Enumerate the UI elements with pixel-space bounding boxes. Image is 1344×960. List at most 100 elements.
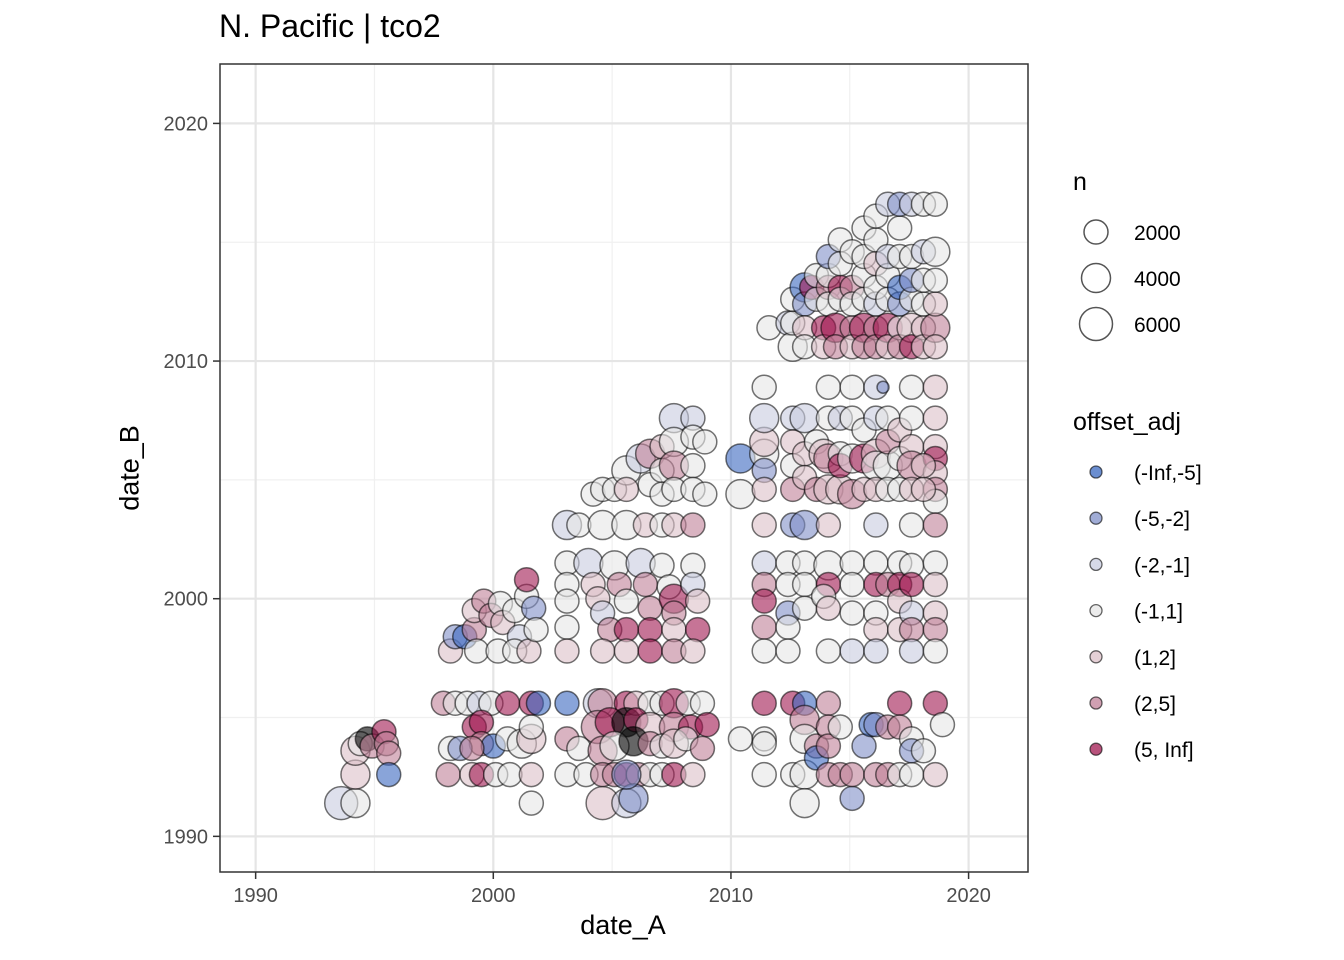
data-point: [751, 374, 777, 400]
data-point: [727, 726, 754, 752]
data-point: [684, 588, 711, 614]
data-point: [649, 552, 675, 579]
data-point: [751, 730, 777, 757]
data-point: [554, 614, 580, 640]
data-point: [613, 476, 640, 503]
color-legend-key: [1089, 603, 1103, 618]
data-point: [518, 761, 545, 788]
data-point: [375, 740, 402, 766]
y-tick-label: 1990: [164, 826, 209, 848]
data-point: [898, 512, 925, 538]
chart-title: N. Pacific | tco2: [219, 8, 441, 44]
data-point: [523, 616, 549, 643]
data-point: [554, 588, 580, 614]
data-point: [751, 512, 777, 538]
data-point: [839, 374, 865, 400]
data-point: [886, 215, 913, 241]
size-legend-key: [1083, 219, 1109, 245]
plot-border: [219, 63, 1029, 873]
data-point: [839, 571, 865, 598]
data-point: [922, 405, 949, 431]
data-point: [751, 550, 777, 576]
data-point: [815, 512, 842, 538]
data-point: [751, 638, 777, 664]
data-point: [775, 614, 801, 640]
data-point: [922, 761, 949, 788]
data-point: [876, 380, 890, 394]
data-point: [910, 452, 937, 479]
color-legend-key: [1089, 511, 1103, 525]
size-legend-key: [1078, 306, 1114, 342]
data-point: [775, 638, 801, 664]
data-point: [815, 595, 842, 621]
data-point: [589, 638, 616, 664]
data-point: [922, 334, 949, 360]
data-point: [692, 481, 718, 507]
data-point: [910, 738, 937, 764]
data-point: [898, 616, 925, 643]
data-point: [637, 616, 663, 643]
data-point: [748, 402, 780, 434]
data-point: [920, 236, 951, 267]
data-point: [922, 616, 949, 643]
color-legend-key: [1089, 742, 1103, 756]
x-tick-label: 1990: [233, 885, 278, 907]
data-point: [340, 787, 371, 819]
color-legend-label: (5, Inf]: [1134, 739, 1194, 762]
data-point: [725, 478, 756, 510]
data-point: [520, 595, 547, 621]
data-point: [791, 550, 818, 576]
data-point: [375, 761, 402, 788]
data-point: [680, 452, 706, 479]
data-point: [518, 714, 545, 740]
data-point: [898, 761, 925, 788]
size-legend-label: 6000: [1134, 314, 1181, 337]
data-point: [839, 785, 865, 812]
x-tick-label: 2020: [946, 885, 991, 907]
data-point: [827, 714, 854, 740]
data-point: [613, 588, 640, 614]
data-point: [463, 638, 490, 664]
data-point: [680, 761, 706, 788]
data-point: [789, 787, 820, 819]
size-legend-key: [1080, 262, 1112, 294]
data-point: [863, 638, 889, 664]
x-tick-label: 2010: [709, 885, 754, 907]
data-point: [751, 614, 777, 640]
data-point: [863, 512, 889, 538]
color-legend-label: (-2,-1]: [1134, 554, 1190, 577]
data-point: [684, 616, 711, 643]
size-legend-title: n: [1073, 168, 1087, 196]
data-point: [637, 595, 663, 621]
data-point: [922, 512, 949, 538]
data-point: [898, 405, 925, 431]
data-point: [815, 733, 842, 759]
data-point: [886, 690, 913, 717]
data-point: [566, 735, 592, 762]
data-point: [513, 566, 540, 593]
data-point: [525, 690, 552, 717]
data-point: [751, 761, 777, 788]
data-point: [497, 761, 523, 788]
data-point: [922, 291, 949, 317]
data-point: [689, 690, 716, 717]
data-point: [613, 638, 640, 664]
color-legend-key: [1089, 557, 1103, 572]
data-point: [751, 588, 777, 614]
data-point: [815, 690, 842, 717]
color-legend-key: [1089, 465, 1103, 479]
y-tick-label: 2000: [164, 589, 209, 611]
y-tick-label: 2010: [164, 351, 209, 373]
y-tick-label: 2020: [164, 113, 209, 135]
color-legend-label: (-1,1]: [1134, 601, 1183, 624]
data-point: [898, 638, 925, 664]
color-legend-label: (2,5]: [1134, 693, 1176, 716]
data-point: [692, 429, 718, 455]
data-point: [851, 733, 877, 759]
y-axis-label: date_B: [114, 425, 145, 511]
data-point: [922, 191, 949, 217]
data-point: [459, 735, 485, 762]
data-point: [680, 638, 706, 664]
data-point: [661, 616, 687, 643]
